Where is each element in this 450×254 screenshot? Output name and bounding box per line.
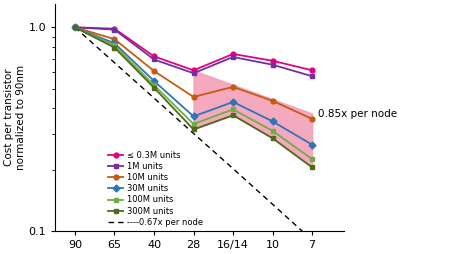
Legend: ≤ 0.3M units, 1M units, 10M units, 30M units, 100M units, 300M units, ----0.67x : ≤ 0.3M units, 1M units, 10M units, 30M u… bbox=[108, 151, 203, 227]
Y-axis label: Cost per transistor
normalized to 90nm: Cost per transistor normalized to 90nm bbox=[4, 65, 26, 170]
Text: 0.85x per node: 0.85x per node bbox=[318, 108, 397, 119]
